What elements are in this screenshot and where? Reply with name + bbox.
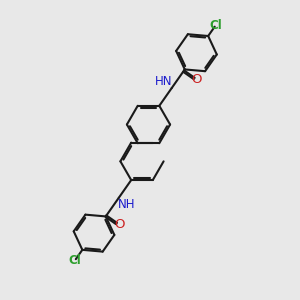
Text: O: O <box>191 73 202 86</box>
Text: O: O <box>114 218 124 231</box>
Text: NH: NH <box>118 198 136 211</box>
Text: HN: HN <box>155 74 172 88</box>
Text: Cl: Cl <box>209 19 222 32</box>
Text: Cl: Cl <box>68 254 81 267</box>
